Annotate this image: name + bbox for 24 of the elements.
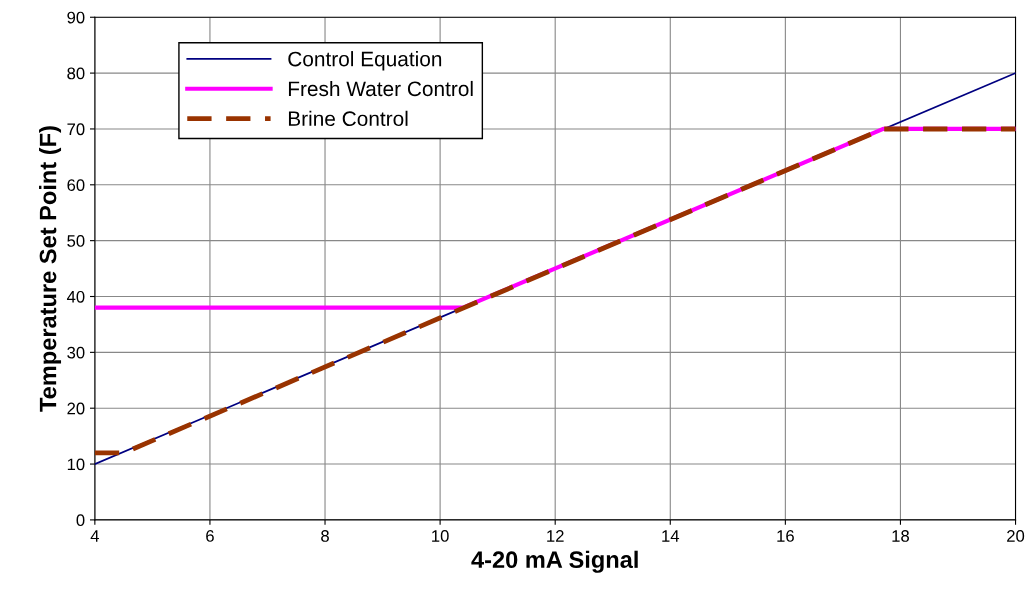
y-tick-label: 30 [67, 346, 85, 359]
x-tick-label: 18 [892, 530, 909, 542]
y-tick-label: 40 [66, 290, 85, 303]
y-tick-label: 20 [67, 402, 85, 415]
y-tick-label: 70 [67, 123, 85, 136]
y-tick-label: 60 [67, 179, 85, 191]
y-axis-title: Temperature Set Point (F) [39, 126, 62, 412]
y-tick-label: 90 [67, 11, 85, 24]
legend-label: Brine Control [288, 110, 408, 127]
x-tick-label: 6 [206, 530, 214, 542]
y-tick-label: 10 [67, 458, 85, 471]
legend-label: Control Equation [288, 51, 442, 71]
y-tick-label: 50 [67, 235, 85, 247]
y-tick-label: 80 [67, 67, 85, 80]
legend-label: Fresh Water Control [288, 80, 473, 97]
x-tick-label: 16 [777, 530, 794, 542]
x-tick-label: 8 [321, 530, 329, 542]
x-tick-label: 20 [1007, 530, 1025, 542]
y-tick-label: 0 [76, 514, 85, 527]
x-tick-label: 14 [662, 530, 680, 542]
x-tick-label: 12 [547, 530, 564, 542]
x-tick-label: 10 [432, 530, 449, 542]
x-axis-title: 4-20 mA Signal [471, 550, 638, 573]
x-tick-label: 4 [90, 530, 99, 542]
